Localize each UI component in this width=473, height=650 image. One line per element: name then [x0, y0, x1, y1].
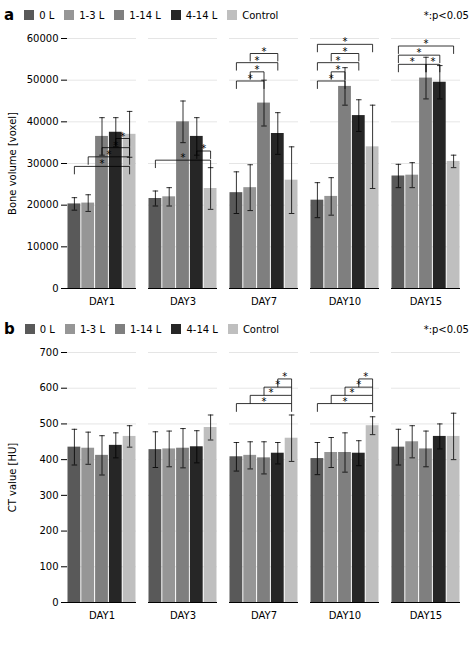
svg-text:DAY10: DAY10 [329, 610, 361, 621]
svg-text:*: * [275, 379, 280, 390]
svg-text:Bone volume [voxel]: Bone volume [voxel] [7, 112, 18, 215]
svg-text:*: * [356, 379, 361, 390]
svg-text:10000: 10000 [27, 241, 59, 252]
svg-text:*: * [248, 73, 253, 84]
svg-text:*: * [343, 36, 348, 47]
html-text:0 L: 0 L [39, 9, 55, 21]
svg-text:*: * [349, 387, 354, 398]
svg-text:*: * [181, 152, 186, 163]
svg-text:*: * [417, 47, 422, 58]
svg-text:*: * [255, 55, 260, 66]
svg-text:20000: 20000 [27, 199, 59, 210]
svg-text:DAY10: DAY10 [329, 296, 361, 307]
svg-text:DAY3: DAY3 [170, 296, 196, 307]
svg-text:40000: 40000 [27, 116, 59, 127]
svg-text:DAY15: DAY15 [410, 610, 442, 621]
html-text:4-14 L: 4-14 L [185, 9, 218, 21]
svg-text:700: 700 [39, 347, 58, 358]
svg-text:*: * [120, 131, 125, 142]
svg-text:*: * [410, 56, 415, 67]
svg-text:400: 400 [39, 454, 58, 465]
svg-text:DAY1: DAY1 [89, 296, 115, 307]
svg-text:*: * [343, 396, 348, 407]
html-text:*:p<0.05: *:p<0.05 [423, 323, 469, 335]
html-text:0 L: 0 L [39, 323, 55, 335]
svg-text:30000: 30000 [27, 158, 59, 169]
html-text:a: a [4, 6, 15, 24]
svg-text:0: 0 [52, 597, 58, 608]
svg-text:*: * [430, 56, 435, 67]
svg-text:200: 200 [39, 525, 58, 536]
svg-text:DAY7: DAY7 [251, 610, 277, 621]
svg-text:*: * [268, 387, 273, 398]
html-text:4-14 L: 4-14 L [186, 323, 218, 335]
svg-text:600: 600 [39, 382, 58, 393]
html-text:1-14 L: 1-14 L [129, 9, 161, 21]
svg-text:100: 100 [39, 561, 58, 572]
svg-text:*: * [336, 55, 341, 66]
svg-text:0: 0 [52, 283, 58, 294]
html-text:Control: Control [242, 9, 279, 21]
svg-text:500: 500 [39, 418, 58, 429]
svg-text:*: * [282, 371, 287, 382]
svg-text:*: * [329, 73, 334, 84]
svg-text:*: * [363, 371, 368, 382]
svg-text:60000: 60000 [27, 33, 59, 44]
html-text:*:p<0.05: *:p<0.05 [423, 9, 469, 21]
svg-text:*: * [106, 149, 111, 160]
svg-text:*: * [262, 396, 267, 407]
svg-text:*: * [113, 140, 118, 151]
html-text:1-3 L: 1-3 L [79, 9, 105, 21]
html-text:Control: Control [242, 323, 279, 335]
svg-text:DAY7: DAY7 [251, 296, 277, 307]
svg-text:DAY15: DAY15 [410, 296, 442, 307]
html-text:1-3 L: 1-3 L [79, 323, 105, 335]
html-text:1-14 L: 1-14 L [130, 323, 162, 335]
svg-text:*: * [424, 38, 429, 49]
svg-text:DAY1: DAY1 [89, 610, 115, 621]
svg-text:*: * [262, 46, 267, 57]
svg-text:*: * [100, 158, 105, 169]
html-text:b: b [4, 320, 15, 338]
svg-text:CT value [HU]: CT value [HU] [7, 443, 18, 513]
svg-text:50000: 50000 [27, 74, 59, 85]
svg-text:*: * [201, 143, 206, 154]
svg-text:DAY3: DAY3 [170, 610, 196, 621]
svg-text:300: 300 [39, 490, 58, 501]
